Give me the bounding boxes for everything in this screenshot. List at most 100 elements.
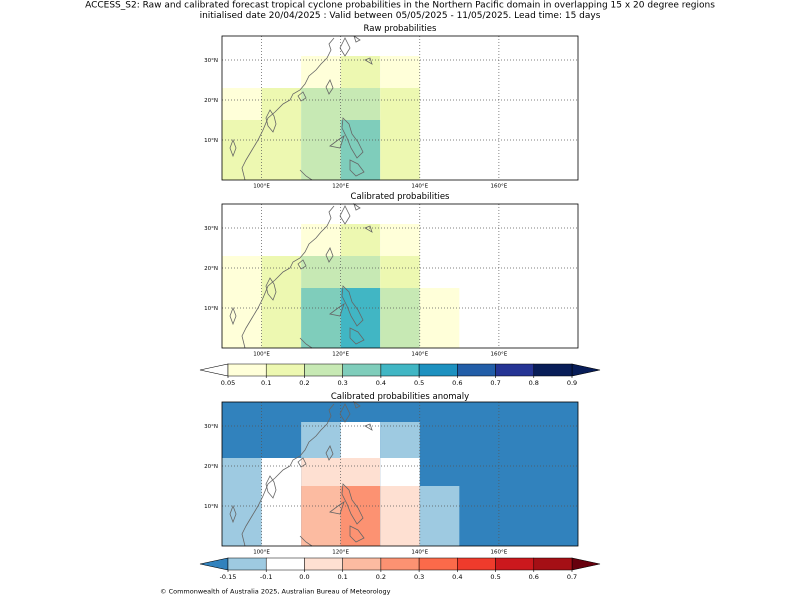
- tick-labels: 100°E 120°E 140°E 160°E 10°N 20°N 30°N: [204, 58, 508, 190]
- probability-cell: [261, 458, 302, 546]
- probability-cell: [380, 224, 420, 256]
- colorbar-tick-label: -0.1: [260, 573, 273, 581]
- gridlines: [222, 402, 578, 546]
- colorbar-swatch: [533, 557, 573, 571]
- colorbar-tick-label: 0.5: [414, 379, 424, 387]
- probability-cell: [301, 486, 341, 546]
- colorbar-swatch: [418, 557, 458, 571]
- x-tick-label: 140°E: [411, 550, 428, 556]
- colorbar-swatch: [495, 363, 535, 377]
- y-tick-label: 20°N: [204, 464, 218, 470]
- probability-cell: [301, 288, 341, 348]
- copyright-footer: © Commonwealth of Australia 2025, Austra…: [160, 588, 391, 596]
- figure-subtitle: initialised date 20/04/2025 : Valid betw…: [200, 11, 601, 21]
- colorbar-tick-label: 0.8: [529, 379, 539, 387]
- x-tick-label: 100°E: [253, 352, 270, 358]
- plot-frame: [221, 35, 579, 181]
- cell-layer: [222, 224, 460, 348]
- colorbar-swatch: [227, 557, 267, 571]
- colorbar-tick-label: 0.7: [567, 573, 577, 581]
- y-tick-label: 10°N: [204, 306, 218, 312]
- probability-cell: [301, 56, 341, 88]
- probability-colorbar: 0.05 0.1 0.2 0.3 0.4 0.5 0.6 0.7 0.8 0.9: [199, 363, 601, 387]
- colorbar-tick-label: 0.6: [529, 573, 539, 581]
- colorbar-tick-label: 0.6: [452, 379, 462, 387]
- colorbar-swatch: [227, 363, 267, 377]
- colorbar-tick-label: 0.1: [261, 379, 271, 387]
- probability-cell: [261, 256, 302, 348]
- x-tick-label: 120°E: [332, 352, 349, 358]
- y-tick-label: 10°N: [204, 138, 218, 144]
- figure-title: ACCESS_S2: Raw and calibrated forecast t…: [85, 1, 715, 11]
- panel-title: Calibrated probabilities anomaly: [331, 392, 469, 402]
- tick-labels: 100°E 120°E 140°E 160°E 10°N 20°N 30°N: [204, 226, 508, 358]
- panel-calibrated: Calibrated probabilities 100°E 120°E 140°E…: [204, 192, 579, 358]
- probability-cell: [340, 88, 381, 120]
- x-tick-label: 100°E: [253, 184, 270, 190]
- probability-cell: [340, 120, 381, 180]
- colorbar-swatch: [533, 363, 573, 377]
- gridlines: [222, 204, 578, 348]
- probability-cell: [380, 288, 420, 348]
- colorbar-swatch: [304, 363, 343, 377]
- probability-cell: [222, 256, 262, 348]
- probability-cell: [301, 256, 341, 288]
- x-tick-label: 140°E: [411, 184, 428, 190]
- colorbar-tick-label: 0.9: [567, 379, 577, 387]
- probability-cell: [380, 458, 420, 486]
- probability-cell: [380, 56, 420, 88]
- y-tick-label: 20°N: [204, 266, 218, 272]
- probability-cell: [419, 486, 460, 546]
- probability-cell: [222, 88, 262, 120]
- colorbar-under-arrow: [199, 557, 229, 571]
- probability-cell: [380, 486, 420, 546]
- colorbar-swatch: [457, 557, 496, 571]
- x-tick-label: 160°E: [491, 184, 508, 190]
- colorbar-tick-label: 0.4: [452, 573, 462, 581]
- colorbar-swatch: [457, 363, 496, 377]
- colorbar-tick-label: 0.05: [221, 379, 235, 387]
- probability-cell: [340, 288, 381, 348]
- gridlines: [222, 36, 578, 180]
- colorbar-swatch: [304, 557, 343, 571]
- colorbar-tick-label: 0.7: [490, 379, 500, 387]
- colorbar-under-arrow: [199, 363, 229, 377]
- x-tick-label: 160°E: [491, 352, 508, 358]
- colorbar-swatch: [380, 557, 420, 571]
- y-tick-label: 10°N: [204, 504, 218, 510]
- probability-cell: [340, 256, 381, 288]
- colorbar-tick-label: 0.0: [299, 573, 309, 581]
- panel-raw: Raw probabilities 100°E 120°E 140°E 160°E10…: [204, 24, 579, 190]
- probability-cell: [340, 224, 381, 256]
- colorbar-over-arrow: [571, 363, 601, 377]
- y-tick-label: 30°N: [204, 226, 218, 232]
- plot-frame: [221, 203, 579, 349]
- probability-cell: [301, 422, 341, 458]
- colorbar-tick-label: 0.3: [337, 379, 347, 387]
- colorbar-tick-label: 0.1: [337, 573, 347, 581]
- colorbar-tick-label: -0.15: [220, 573, 237, 581]
- probability-cell: [380, 256, 420, 288]
- colorbar-tick-label: 0.5: [490, 573, 500, 581]
- colorbar-swatch: [418, 363, 458, 377]
- cell-layer: [222, 402, 578, 546]
- probability-cell: [380, 88, 420, 180]
- y-tick-label: 30°N: [204, 58, 218, 64]
- x-tick-label: 140°E: [411, 352, 428, 358]
- anomaly-colorbar: -0.15 -0.1 0.0 0.1 0.2 0.3 0.4 0.5 0.6 0.7: [199, 557, 601, 581]
- x-tick-label: 100°E: [253, 550, 270, 556]
- probability-cell: [301, 224, 341, 256]
- colorbar-tick-label: 0.4: [376, 379, 386, 387]
- probability-cell: [301, 88, 341, 180]
- panel-title: Raw probabilities: [364, 24, 437, 34]
- colorbar-swatch: [265, 363, 305, 377]
- colorbar-tick-label: 0.2: [376, 573, 386, 581]
- colorbar-swatch: [380, 363, 420, 377]
- plot-frame: [221, 401, 579, 547]
- colorbar-swatch: [342, 557, 382, 571]
- x-tick-label: 120°E: [332, 550, 349, 556]
- y-tick-label: 20°N: [204, 98, 218, 104]
- colorbar-tick-label: 0.2: [299, 379, 309, 387]
- colorbar-swatch: [495, 557, 535, 571]
- probability-cell: [340, 56, 381, 88]
